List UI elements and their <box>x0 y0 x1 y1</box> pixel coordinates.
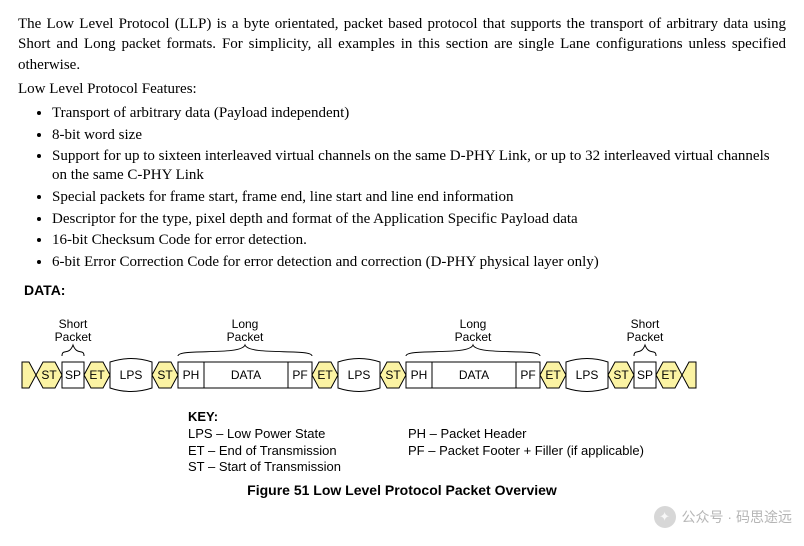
watermark: ✦ 公众号 · 码思途远 <box>654 506 792 528</box>
svg-text:Packet: Packet <box>227 330 264 344</box>
figure-caption: Figure 51 Low Level Protocol Packet Over… <box>18 482 786 498</box>
feature-item: Support for up to sixteen interleaved vi… <box>52 147 786 185</box>
svg-text:Long: Long <box>460 317 487 331</box>
svg-text:LPS: LPS <box>120 368 143 382</box>
key-item: PH – Packet Header <box>408 426 644 443</box>
svg-text:ET: ET <box>317 368 333 382</box>
svg-text:SP: SP <box>637 368 653 382</box>
packet-diagram: ST SP ET LPS ST PH DATA PF ET LPS ST PH DATA PF ET LPS S… <box>18 300 786 405</box>
svg-text:PF: PF <box>292 368 307 382</box>
svg-text:SP: SP <box>65 368 81 382</box>
svg-text:Packet: Packet <box>627 330 664 344</box>
intro-paragraph: The Low Level Protocol (LLP) is a byte o… <box>18 14 786 75</box>
svg-text:ET: ET <box>89 368 105 382</box>
feature-item: Special packets for frame start, frame e… <box>52 188 786 207</box>
data-label: DATA: <box>24 282 786 298</box>
svg-text:DATA: DATA <box>231 368 261 382</box>
svg-text:ET: ET <box>661 368 677 382</box>
svg-text:ST: ST <box>157 368 173 382</box>
feature-item: 6-bit Error Correction Code for error de… <box>52 253 786 272</box>
svg-text:Long: Long <box>232 317 259 331</box>
svg-text:ST: ST <box>613 368 629 382</box>
features-list: Transport of arbitrary data (Payload ind… <box>18 104 786 272</box>
svg-text:PH: PH <box>183 368 200 382</box>
svg-text:Packet: Packet <box>55 330 92 344</box>
key-item: LPS – Low Power State <box>188 426 408 443</box>
feature-item: Descriptor for the type, pixel depth and… <box>52 210 786 229</box>
wechat-icon: ✦ <box>654 506 676 528</box>
feature-item: Transport of arbitrary data (Payload ind… <box>52 104 786 123</box>
svg-text:Packet: Packet <box>455 330 492 344</box>
svg-text:Short: Short <box>631 317 660 331</box>
features-heading: Low Level Protocol Features: <box>18 81 786 98</box>
feature-item: 8-bit word size <box>52 126 786 145</box>
feature-item: 16-bit Checksum Code for error detection… <box>52 231 786 250</box>
svg-text:PH: PH <box>411 368 428 382</box>
key-block: KEY: LPS – Low Power State ET – End of T… <box>188 409 786 477</box>
key-item: ST – Start of Transmission <box>188 459 408 476</box>
svg-text:LPS: LPS <box>576 368 599 382</box>
watermark-prefix: 公众号 · <box>682 509 736 525</box>
svg-text:DATA: DATA <box>459 368 489 382</box>
watermark-name: 码思途远 <box>736 509 792 525</box>
key-item: ET – End of Transmission <box>188 443 408 460</box>
key-item: PF – Packet Footer + Filler (if applicab… <box>408 443 644 460</box>
svg-text:PF: PF <box>520 368 535 382</box>
svg-text:ET: ET <box>545 368 561 382</box>
svg-text:ST: ST <box>385 368 401 382</box>
svg-text:ST: ST <box>41 368 57 382</box>
key-title: KEY: <box>188 409 786 426</box>
svg-text:LPS: LPS <box>348 368 371 382</box>
packet-diagram-svg: ST SP ET LPS ST PH DATA PF ET LPS ST PH DATA PF ET LPS S… <box>18 300 788 400</box>
svg-text:Short: Short <box>59 317 88 331</box>
